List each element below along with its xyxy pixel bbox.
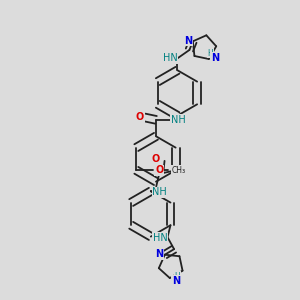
Text: N: N	[172, 276, 180, 286]
Text: NH: NH	[171, 115, 185, 125]
Text: H: H	[207, 49, 213, 58]
Text: O: O	[155, 165, 164, 175]
Text: CH₃: CH₃	[172, 166, 186, 175]
Text: HN: HN	[153, 233, 168, 243]
Text: NH: NH	[152, 188, 167, 197]
Text: O: O	[151, 154, 159, 164]
Text: N: N	[211, 53, 219, 63]
Text: N: N	[155, 249, 164, 259]
Text: N: N	[184, 36, 192, 46]
Text: O: O	[136, 112, 144, 122]
Text: HN: HN	[163, 53, 177, 63]
Text: H: H	[174, 272, 180, 281]
